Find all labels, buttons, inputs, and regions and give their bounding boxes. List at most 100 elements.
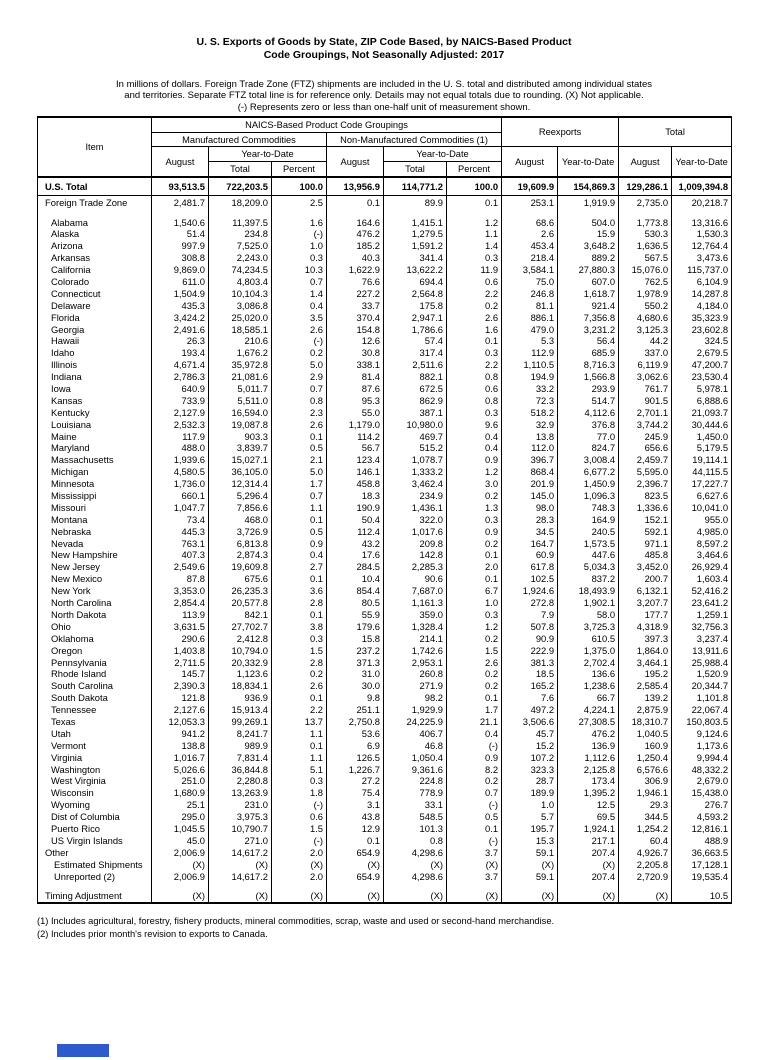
cell-value: 87.6: [326, 382, 384, 395]
cell-value: 1,540.6: [151, 216, 209, 228]
cell-value: 32.9: [501, 418, 559, 431]
cell-value: 15,913.4: [208, 703, 272, 716]
header-ytd-total-sub: Total: [383, 161, 447, 178]
cell-value: 3,125.3: [618, 323, 673, 336]
cell-value: 19,535.4: [671, 870, 733, 882]
row-label: Alaska: [37, 228, 152, 240]
table-row: Minnesota 1,736.0 12,314.4 1.7 458.8 3,462.4 3…: [37, 477, 733, 490]
cell-value: 823.5: [618, 489, 673, 502]
cell-value: 290.6: [151, 632, 209, 645]
row-label: West Virginia: [37, 774, 152, 787]
cell-value: 12.9: [326, 822, 384, 835]
cell-value: 0.2: [445, 774, 503, 787]
cell-value: 6,813.8: [208, 537, 272, 550]
cell-value: 476.2: [326, 228, 384, 240]
cell-value: 12.5: [557, 798, 620, 811]
cell-value: 0.1: [445, 195, 503, 209]
cell-value: 4,671.4: [151, 358, 209, 371]
cell-value: 458.8: [326, 477, 384, 490]
cell-value: 18,310.7: [618, 715, 673, 728]
cell-value: 3.1: [326, 798, 384, 811]
cell-value: 129,286.1: [618, 177, 673, 197]
cell-value: 515.2: [383, 442, 447, 454]
cell-value: 2.1: [271, 453, 327, 466]
row-label: South Dakota: [37, 691, 152, 704]
cell-value: 102.5: [501, 572, 559, 585]
cell-value: 2,720.9: [618, 870, 673, 882]
cell-value: 1,450.9: [557, 477, 620, 490]
cell-value: 0.7: [445, 786, 503, 799]
cell-value: 6,888.6: [671, 394, 733, 407]
cell-value: 25.1: [151, 798, 209, 811]
cell-value: 3,008.4: [557, 453, 620, 466]
row-label: California: [37, 263, 152, 276]
cell-value: 160.9: [618, 739, 673, 752]
cell-value: 2,875.9: [618, 703, 673, 716]
cell-value: (-): [271, 834, 327, 847]
cell-value: (X): [557, 889, 620, 903]
cell-value: 0.1: [326, 195, 384, 209]
cell-value: 2,481.7: [151, 195, 209, 209]
cell-value: 2.8: [271, 656, 327, 668]
cell-value: 234.8: [208, 228, 272, 240]
cell-value: 3,464.6: [671, 549, 733, 561]
row-label: Tennessee: [37, 703, 152, 716]
cell-value: (X): [326, 858, 384, 871]
cell-value: 1,978.9: [618, 287, 673, 300]
cell-value: 87.8: [151, 572, 209, 585]
row-label: Unreported (2): [37, 870, 152, 882]
header-ytd-total-sub: Total: [208, 161, 272, 178]
cell-value: 177.7: [618, 608, 673, 621]
cell-value: 12,816.1: [671, 822, 733, 835]
cell-value: 15.8: [326, 632, 384, 645]
cell-value: 507.8: [501, 620, 559, 633]
table-row: Vermont 138.8 989.9 0.1 6.9 46.8 (-) 15.2 136.9 1…: [37, 739, 733, 752]
header-ytd-manufactured: Year-to-Date: [208, 146, 327, 163]
row-label: Alabama: [37, 216, 152, 228]
cell-value: 0.1: [445, 549, 503, 561]
cell-value: 19,087.8: [208, 418, 272, 431]
cell-value: 1.5: [271, 822, 327, 835]
cell-value: 13,911.6: [671, 644, 733, 657]
cell-value: 2.9: [271, 370, 327, 383]
cell-value: 19,114.1: [671, 453, 733, 466]
cell-value: 675.6: [208, 572, 272, 585]
cell-value: 1,259.1: [671, 608, 733, 621]
cell-value: 1,096.3: [557, 489, 620, 502]
cell-value: 57.4: [383, 335, 447, 347]
cell-value: 5,296.4: [208, 489, 272, 502]
cell-value: 323.3: [501, 763, 559, 775]
cell-value: 81.4: [326, 370, 384, 383]
cell-value: 1,047.7: [151, 501, 209, 514]
cell-value: 0.5: [445, 810, 503, 823]
cell-value: 761.7: [618, 382, 673, 395]
cell-value: 6,576.6: [618, 763, 673, 775]
cell-value: (-): [271, 798, 327, 811]
cell-value: 40.3: [326, 251, 384, 264]
cell-value: 488.0: [151, 442, 209, 454]
cell-value: 2,874.3: [208, 549, 272, 561]
table-row: New Hampshire 407.3 2,874.3 0.4 17.6 142.8 0.1…: [37, 549, 733, 561]
row-label: Foreign Trade Zone: [37, 195, 152, 209]
cell-value: 114,771.2: [383, 177, 447, 197]
cell-value: 4,298.6: [383, 846, 447, 859]
cell-value: 10,794.0: [208, 644, 272, 657]
table-row: Alabama 1,540.6 11,397.5 1.6 164.6 1,415.1 1.2…: [37, 216, 733, 228]
cell-value: 1.7: [271, 477, 327, 490]
cell-value: 0.4: [445, 442, 503, 454]
cell-value: 3,462.4: [383, 477, 447, 490]
cell-value: 44,115.5: [671, 465, 733, 478]
cell-value: 136.6: [557, 667, 620, 680]
table-row: Puerto Rico 1,045.5 10,790.7 1.5 12.9 101.3 0.…: [37, 822, 733, 835]
cell-value: 381.3: [501, 656, 559, 668]
cell-value: 35,972.8: [208, 358, 272, 371]
cell-value: 27,702.7: [208, 620, 272, 633]
cell-value: 2,006.9: [151, 870, 209, 882]
cell-value: 58.0: [557, 608, 620, 621]
cell-value: 194.9: [501, 370, 559, 383]
header-august-total: August: [618, 146, 673, 178]
note-line: and territories. Separate FTZ total line…: [124, 90, 644, 102]
row-label: Missouri: [37, 501, 152, 514]
cell-value: 10,104.3: [208, 287, 272, 300]
table-row: U.S. Total 93,513.5 722,203.5 100.0 13,956.9…: [37, 177, 733, 197]
